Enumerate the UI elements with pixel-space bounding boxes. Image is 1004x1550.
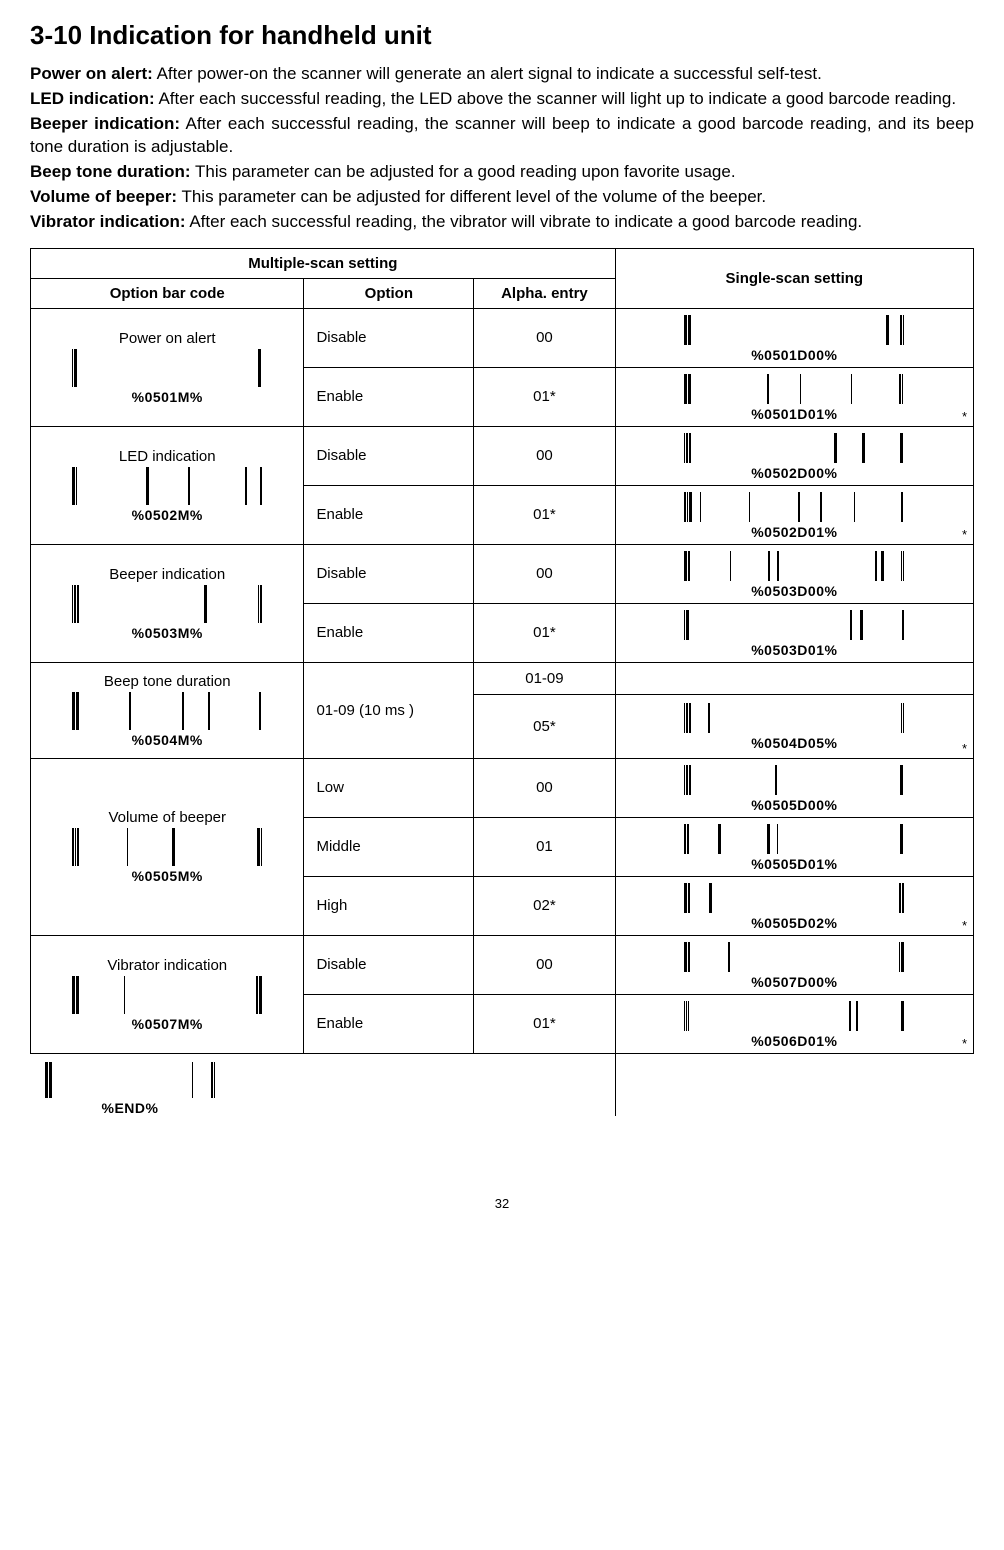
option-cell: Disable	[304, 426, 474, 485]
end-barcode: %END%	[40, 1062, 220, 1116]
table-row: Volume of beeper%0505M%Low00%0505D00%	[31, 758, 974, 817]
option-barcode: LED indication%0502M%	[35, 448, 299, 523]
header-option-barcode: Option bar code	[31, 278, 304, 308]
intro-line: Beeper indication: After each successful…	[30, 113, 974, 159]
alpha-cell: 00	[474, 758, 615, 817]
option-cell: High	[304, 876, 474, 935]
intro-line: Power on alert: After power-on the scann…	[30, 63, 974, 86]
option-barcode: Power on alert%0501M%	[35, 330, 299, 405]
intro-block: Power on alert: After power-on the scann…	[30, 63, 974, 234]
single-scan-cell: %0501D00%	[615, 308, 973, 367]
option-cell: Enable	[304, 603, 474, 662]
header-option: Option	[304, 278, 474, 308]
option-barcode: Volume of beeper%0505M%	[35, 809, 299, 884]
single-scan-cell: %0505D00%	[615, 758, 973, 817]
table-row: Beeper indication%0503M%Disable00%0503D0…	[31, 544, 974, 603]
option-cell: Enable	[304, 994, 474, 1053]
option-barcode: Beeper indication%0503M%	[35, 566, 299, 641]
header-multi: Multiple-scan setting	[31, 248, 616, 278]
page-number: 32	[30, 1196, 974, 1211]
option-barcode-cell: Beep tone duration%0504M%	[31, 662, 304, 758]
table-row: Vibrator indication%0507M%Disable00%0507…	[31, 935, 974, 994]
option-cell: Middle	[304, 817, 474, 876]
single-scan-cell: %0502D01%	[615, 485, 973, 544]
page-title: 3-10 Indication for handheld unit	[30, 20, 974, 51]
option-cell: Low	[304, 758, 474, 817]
alpha-cell: 02*	[474, 876, 615, 935]
option-cell: 01-09 (10 ms )	[304, 662, 474, 758]
option-cell: Disable	[304, 308, 474, 367]
alpha-cell: 00	[474, 935, 615, 994]
header-single: Single-scan setting	[615, 248, 973, 308]
table-row: LED indication%0502M%Disable00%0502D00%	[31, 426, 974, 485]
intro-line: Vibrator indication: After each successf…	[30, 211, 974, 234]
alpha-cell: 01*	[474, 485, 615, 544]
option-barcode-cell: Vibrator indication%0507M%	[31, 935, 304, 1053]
alpha-cell: 01*	[474, 603, 615, 662]
single-scan-cell: %0503D01%	[615, 603, 973, 662]
table-row: Beep tone duration%0504M%01-09 (10 ms )0…	[31, 662, 974, 694]
single-scan-cell: %0502D00%	[615, 426, 973, 485]
single-scan-cell: %0507D00%	[615, 935, 973, 994]
intro-line: Volume of beeper: This parameter can be …	[30, 186, 974, 209]
option-barcode-cell: LED indication%0502M%	[31, 426, 304, 544]
header-alpha: Alpha. entry	[474, 278, 615, 308]
table-row: Power on alert%0501M%Disable00%0501D00%	[31, 308, 974, 367]
alpha-cell: 05*	[474, 694, 615, 758]
option-cell: Enable	[304, 485, 474, 544]
alpha-cell: 01*	[474, 367, 615, 426]
option-barcode-cell: Power on alert%0501M%	[31, 308, 304, 426]
alpha-cell: 01*	[474, 994, 615, 1053]
option-barcode: Beep tone duration%0504M%	[35, 673, 299, 748]
single-scan-cell: %0506D01%	[615, 994, 973, 1053]
option-cell: Enable	[304, 367, 474, 426]
alpha-cell: 00	[474, 544, 615, 603]
option-barcode-cell: Beeper indication%0503M%	[31, 544, 304, 662]
option-cell: Disable	[304, 935, 474, 994]
intro-line: LED indication: After each successful re…	[30, 88, 974, 111]
alpha-cell: 01	[474, 817, 615, 876]
footer-row: %END%	[30, 1054, 974, 1116]
option-barcode: Vibrator indication%0507M%	[35, 957, 299, 1032]
single-scan-cell: %0504D05%	[615, 694, 973, 758]
alpha-cell: 01-09	[474, 662, 615, 694]
intro-line: Beep tone duration: This parameter can b…	[30, 161, 974, 184]
single-scan-cell: %0503D00%	[615, 544, 973, 603]
alpha-cell: 00	[474, 426, 615, 485]
single-scan-cell: %0505D02%	[615, 876, 973, 935]
option-cell: Disable	[304, 544, 474, 603]
option-barcode-cell: Volume of beeper%0505M%	[31, 758, 304, 935]
alpha-cell: 00	[474, 308, 615, 367]
settings-table: Multiple-scan setting Single-scan settin…	[30, 248, 974, 1054]
single-scan-cell: %0501D01%	[615, 367, 973, 426]
single-scan-cell: %0505D01%	[615, 817, 973, 876]
single-scan-cell	[615, 662, 973, 694]
